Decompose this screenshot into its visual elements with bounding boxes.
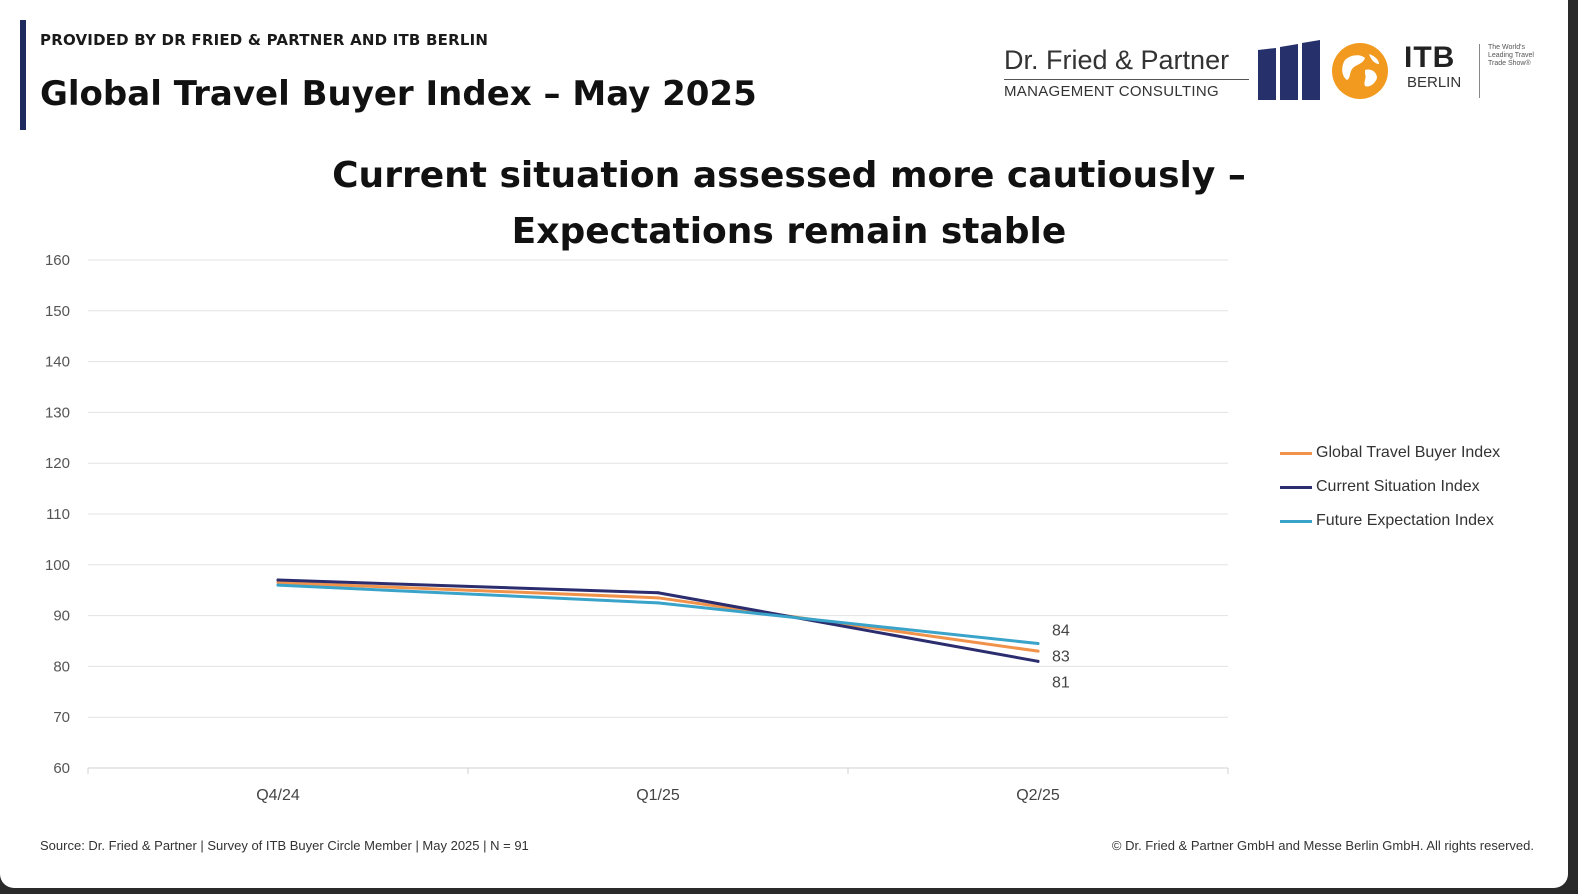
data-point bbox=[276, 581, 280, 585]
itb-logo-text: ITB bbox=[1404, 41, 1456, 74]
y-tick-label: 60 bbox=[53, 760, 70, 777]
chart-title-line-1: Current situation assessed more cautious… bbox=[332, 155, 1246, 196]
y-tick-label: 130 bbox=[45, 404, 70, 421]
data-point bbox=[276, 583, 280, 587]
legend-item: Current Situation Index bbox=[1280, 470, 1500, 504]
y-tick-label: 140 bbox=[45, 354, 70, 371]
x-tick-label: Q4/24 bbox=[256, 787, 300, 804]
y-tick-label: 120 bbox=[45, 455, 70, 472]
data-point bbox=[1036, 642, 1040, 646]
legend-item: Future Expectation Index bbox=[1280, 504, 1500, 538]
provided-by-label: PROVIDED BY DR FRIED & PARTNER AND ITB B… bbox=[40, 31, 489, 49]
itb-logo-berlin: BERLIN bbox=[1407, 74, 1462, 91]
page-title: Global Travel Buyer Index – May 2025 bbox=[40, 74, 757, 114]
y-tick-label: 110 bbox=[46, 506, 70, 523]
chart-series bbox=[276, 578, 1040, 663]
data-point bbox=[276, 578, 280, 582]
dfp-logo-subtitle: MANAGEMENT CONSULTING bbox=[1004, 83, 1219, 100]
data-point bbox=[1036, 659, 1040, 663]
accent-bar bbox=[20, 20, 26, 130]
end-data-label: 81 bbox=[1052, 675, 1070, 692]
bar-columns-icon bbox=[1258, 40, 1320, 100]
chart-data-labels: 84 83 81 bbox=[1052, 623, 1070, 692]
dfp-logo-name: Dr. Fried & Partner bbox=[1004, 45, 1230, 75]
y-tick-label: 80 bbox=[53, 658, 70, 675]
x-tick-label: Q2/25 bbox=[1016, 787, 1060, 804]
legend-swatch bbox=[1280, 519, 1312, 523]
dfp-logo-rule bbox=[1004, 79, 1249, 80]
y-tick-label: 90 bbox=[53, 608, 70, 625]
data-point bbox=[656, 596, 660, 600]
itb-logo-divider bbox=[1479, 44, 1480, 98]
legend-label: Current Situation Index bbox=[1316, 478, 1480, 495]
legend-label: Future Expectation Index bbox=[1316, 512, 1494, 529]
dr-fried-partner-logo: Dr. Fried & Partner MANAGEMENT CONSULTIN… bbox=[1004, 44, 1249, 100]
globe-icon bbox=[1332, 43, 1388, 99]
chart-grid bbox=[88, 259, 1228, 718]
end-data-label: 83 bbox=[1052, 649, 1070, 666]
itb-logo-tagline: The World's Leading Travel Trade Show® bbox=[1488, 44, 1534, 67]
y-tick-label: 70 bbox=[53, 709, 70, 726]
legend-item: Global Travel Buyer Index bbox=[1280, 436, 1500, 470]
legend-label: Global Travel Buyer Index bbox=[1316, 444, 1501, 461]
end-data-label: 84 bbox=[1052, 623, 1070, 640]
data-point bbox=[656, 601, 660, 605]
y-tick-label: 100 bbox=[45, 557, 70, 574]
chart-axes: 60 70 80 90 100 110 120 130 140 150 160 Q4/24 Q1/25 Q… bbox=[45, 252, 1229, 804]
data-point bbox=[656, 591, 660, 595]
y-tick-label: 150 bbox=[45, 303, 70, 320]
chart-title-line-2: Expectations remain stable bbox=[511, 211, 1067, 252]
chart-legend: Global Travel Buyer Index Current Situati… bbox=[1280, 436, 1500, 538]
y-tick-label: 160 bbox=[45, 252, 70, 269]
copyright-notice: © Dr. Fried & Partner GmbH and Messe Ber… bbox=[1111, 838, 1534, 853]
chart-title: Current situation assessed more cautious… bbox=[200, 148, 1378, 260]
source-footnote: Source: Dr. Fried & Partner | Survey of … bbox=[40, 838, 529, 853]
legend-swatch bbox=[1280, 451, 1312, 455]
data-point bbox=[1036, 649, 1040, 653]
legend-swatch bbox=[1280, 485, 1312, 489]
itb-berlin-logo: ITB BERLIN bbox=[1404, 41, 1462, 92]
x-tick-label: Q1/25 bbox=[636, 787, 680, 804]
